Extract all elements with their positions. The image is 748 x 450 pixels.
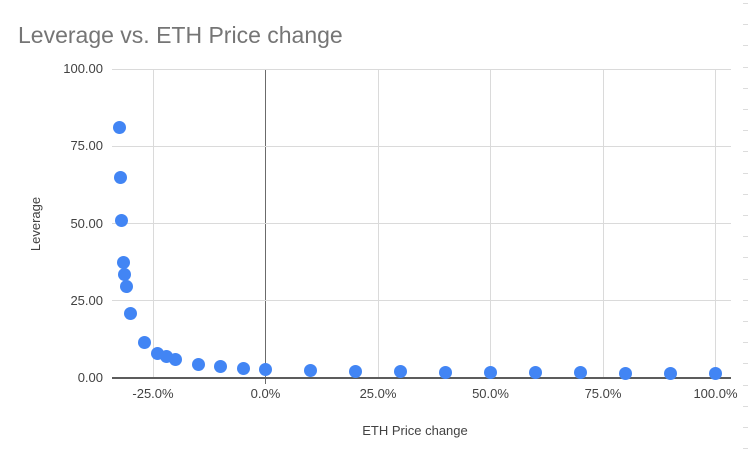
spreadsheet-row-line-artifact: [743, 257, 748, 259]
y-gridline: [112, 223, 731, 224]
scatter-data-point: [394, 365, 407, 379]
y-tick-label: 0.00: [77, 370, 103, 385]
x-tick-label: 50.0%: [472, 386, 509, 401]
spreadsheet-row-line-artifact: [743, 87, 748, 89]
y-gridline: [112, 68, 731, 70]
scatter-data-point: [664, 366, 677, 380]
chart-title: Leverage vs. ETH Price change: [18, 22, 343, 48]
scatter-data-point: [137, 335, 151, 349]
spreadsheet-row-line-artifact: [743, 109, 748, 110]
spreadsheet-row-line-artifact: [743, 299, 748, 301]
scatter-data-point: [124, 306, 137, 320]
scatter-data-point: [259, 362, 272, 376]
x-axis-baseline: [112, 377, 731, 379]
spreadsheet-row-line-artifact: [743, 363, 748, 365]
spreadsheet-row-line-artifact: [743, 193, 748, 195]
scatter-data-point: [439, 365, 452, 379]
spreadsheet-row-line-artifact: [743, 427, 748, 428]
y-tick-label: 75.00: [70, 138, 103, 154]
spreadsheet-row-line-artifact: [743, 215, 748, 216]
spreadsheet-row-line-artifact: [743, 278, 748, 280]
spreadsheet-row-line-artifact: [743, 342, 748, 344]
scatter-data-point: [169, 352, 182, 366]
spreadsheet-row-line-artifact: [743, 448, 748, 450]
spreadsheet-row-line-artifact: [743, 3, 748, 4]
scatter-data-point: [117, 255, 131, 269]
y-tick-label: 100.00: [63, 61, 103, 76]
x-axis-title: ETH Price change: [362, 423, 468, 438]
spreadsheet-row-line-artifact: [743, 24, 748, 26]
x-tick-label: 75.0%: [584, 386, 622, 401]
y-tick-label: 50.00: [70, 215, 103, 231]
y-gridline: [112, 145, 731, 147]
spreadsheet-row-line-artifact: [743, 172, 748, 174]
scatter-data-point: [484, 365, 497, 379]
spreadsheet-row-line-artifact: [743, 405, 748, 407]
scatter-data-point: [709, 366, 722, 380]
scatter-data-point: [113, 170, 127, 184]
y-gridline: [112, 300, 731, 302]
spreadsheet-row-line-artifact: [743, 384, 748, 386]
scatter-data-point: [349, 364, 362, 378]
x-tick-label: 25.0%: [359, 386, 397, 401]
spreadsheet-row-line-artifact: [743, 236, 748, 238]
scatter-data-point: [529, 366, 542, 380]
x-tick-label: 0.0%: [250, 386, 281, 401]
scatter-data-point: [112, 121, 126, 135]
x-tick-label: 100.0%: [693, 386, 738, 401]
scatter-data-point: [115, 213, 128, 227]
scatter-data-point: [619, 366, 632, 380]
scatter-data-point: [236, 361, 250, 375]
scatter-data-point: [119, 280, 133, 294]
scatter-data-point: [304, 363, 317, 377]
spreadsheet-row-line-artifact: [743, 130, 748, 132]
spreadsheet-row-line-artifact: [743, 66, 748, 68]
zero-baseline-gridline: [264, 69, 267, 384]
scatter-data-point: [214, 360, 227, 374]
scatter-data-point: [118, 267, 132, 281]
y-tick-label: 25.00: [70, 292, 103, 308]
spreadsheet-row-line-artifact: [743, 45, 748, 47]
spreadsheet-row-line-artifact: [743, 321, 748, 322]
scatter-data-point: [191, 357, 205, 371]
scatter-data-point: [574, 366, 587, 380]
spreadsheet-row-line-artifact: [743, 151, 748, 153]
x-tick-label: -25.0%: [132, 386, 174, 401]
